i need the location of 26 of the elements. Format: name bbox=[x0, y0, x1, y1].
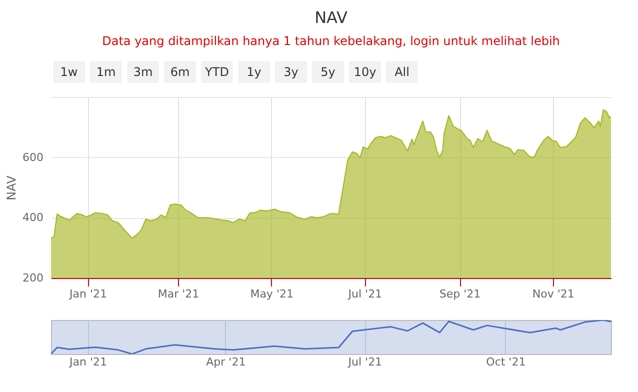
chart-subtitle: Data yang ditampilkan hanya 1 tahun kebelakang, login untuk melihat lebih bbox=[102, 34, 560, 48]
x-tick-label: Jan '21 bbox=[68, 356, 107, 368]
text: 10y bbox=[354, 65, 376, 79]
y-tick-label: 600 bbox=[22, 150, 44, 164]
text: 3m bbox=[133, 65, 153, 79]
text: YTD bbox=[204, 65, 229, 79]
text: 1m bbox=[96, 65, 116, 79]
x-tick-label: Sep '21 bbox=[439, 288, 481, 300]
y-tick-label: 400 bbox=[22, 211, 44, 224]
x-tick-label: Jul '21 bbox=[347, 356, 382, 368]
x-tick-label: Nov '21 bbox=[532, 288, 574, 300]
text: 3y bbox=[284, 65, 298, 79]
x-tick-label: Jul '21 bbox=[347, 288, 382, 300]
x-tick-label: Apr '21 bbox=[206, 356, 246, 368]
text: All bbox=[394, 65, 410, 79]
chart-title: NAV bbox=[314, 8, 348, 27]
x-tick-label: Oct '21 bbox=[486, 356, 526, 368]
text: 6m bbox=[170, 65, 190, 79]
text: 1w bbox=[60, 65, 78, 79]
text: 1y bbox=[246, 65, 262, 79]
text: 5y bbox=[320, 65, 336, 79]
x-tick-label: Jan '21 bbox=[68, 288, 107, 300]
x-tick-label: May '21 bbox=[250, 288, 294, 300]
y-axis-title: NAV bbox=[4, 174, 19, 200]
x-tick-label: Mar '21 bbox=[158, 288, 200, 300]
y-tick-label: 200 bbox=[22, 272, 44, 284]
